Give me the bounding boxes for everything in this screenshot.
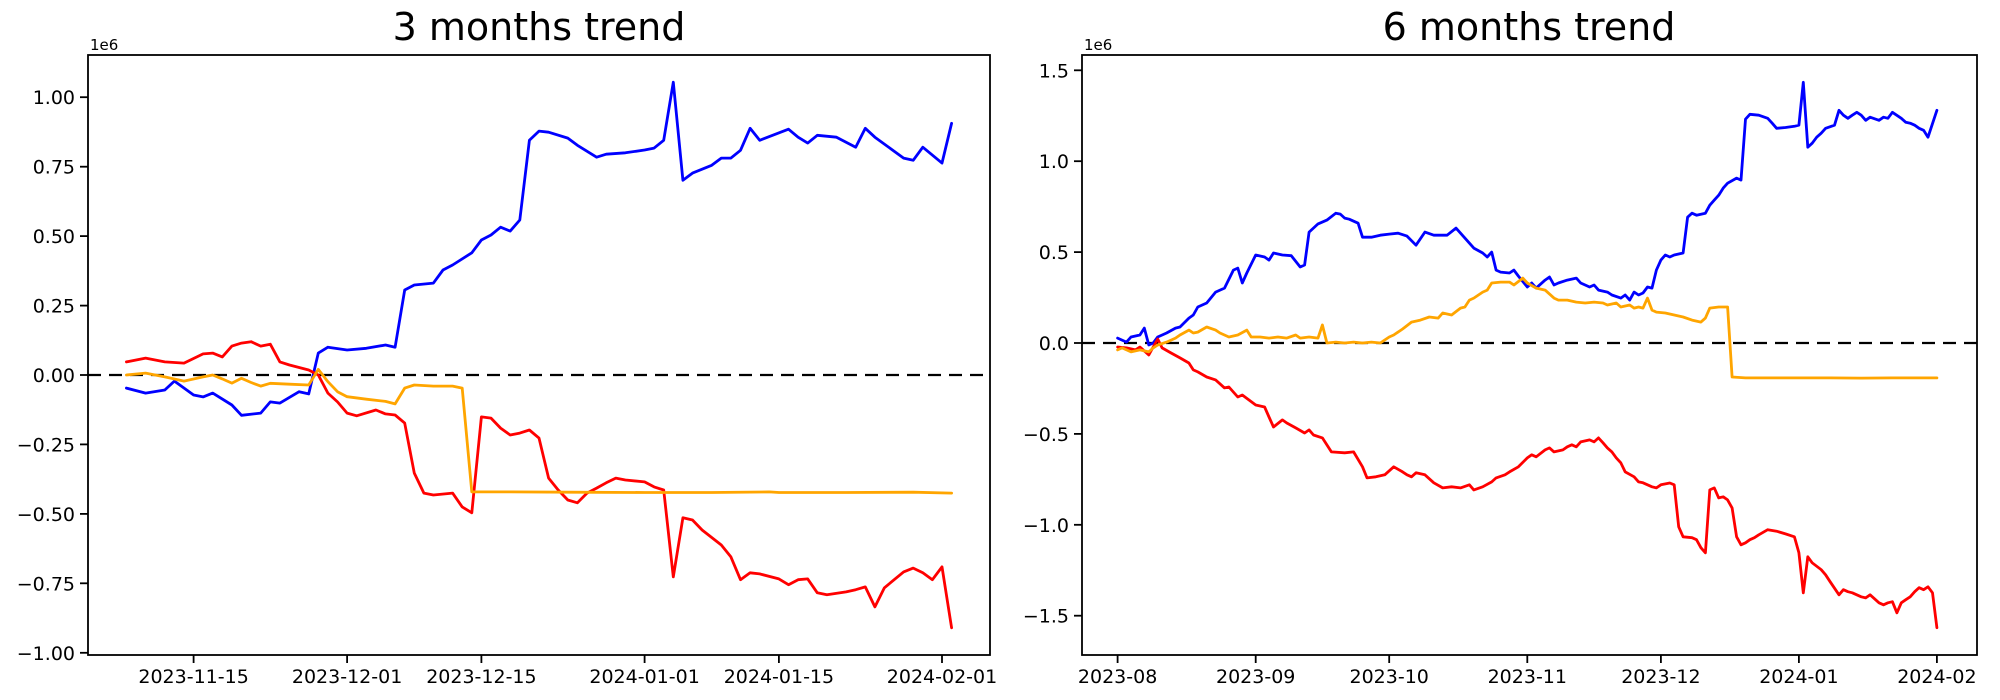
series-orange-line — [1116, 276, 1939, 380]
y-tick-label: −1.0 — [1023, 515, 1069, 537]
x-tick-label: 2024-01-15 — [724, 666, 834, 688]
x-tick-label: 2023-12-15 — [426, 666, 536, 688]
plot-border — [1081, 54, 1978, 656]
y-tick-label: 0.0 — [1039, 333, 1069, 355]
left-y-axis-offset-label: 1e6 — [90, 36, 118, 54]
series-red-line — [125, 340, 953, 630]
plot-border — [87, 54, 991, 656]
y-tick-label: 0.75 — [33, 157, 75, 179]
series-red-line — [1116, 337, 1939, 630]
y-tick-label: −0.50 — [17, 504, 75, 526]
axes-0: −1.00 −0.75 −0.50 −0.25 0.00 0.25 0.50 0.75 1.00… — [17, 54, 997, 688]
y-tick-label: 0.5 — [1039, 242, 1069, 264]
y-tick-label: 0.25 — [33, 296, 75, 318]
y-tick-label: 1.00 — [33, 87, 75, 109]
y-tick-label: 1.0 — [1039, 151, 1069, 173]
x-tick-label: 2023-08 — [1078, 666, 1157, 688]
x-tick-label: 2024-01 — [1759, 666, 1838, 688]
y-tick-label: −0.5 — [1023, 424, 1069, 446]
y-tick-label: −1.5 — [1023, 606, 1069, 628]
x-tick-label: 2023-12 — [1621, 666, 1700, 688]
x-tick-label: 2024-01-01 — [589, 666, 699, 688]
x-tick-label: 2024-02-01 — [887, 666, 997, 688]
right-chart-title: 6 months trend — [1383, 5, 1676, 49]
axes-1: −1.5 −1.0 −0.5 0.0 0.5 1.0 1.5 2023-08 2023-09 20… — [1023, 54, 1978, 688]
x-tick-label: 2023-11-15 — [138, 666, 248, 688]
x-tick-label: 2023-12-01 — [292, 666, 402, 688]
y-tick-label: 1.5 — [1039, 60, 1069, 82]
x-tick-label: 2023-09 — [1216, 666, 1295, 688]
y-tick-label: −1.00 — [17, 643, 75, 665]
right-y-axis-offset-label: 1e6 — [1084, 36, 1112, 54]
x-tick-label: 2023-11 — [1488, 666, 1567, 688]
series-orange-line — [125, 367, 953, 495]
x-tick-label: 2024-02 — [1897, 666, 1976, 688]
series-blue-line — [1116, 80, 1939, 347]
x-tick-label: 2023-10 — [1350, 666, 1429, 688]
y-tick-label: −0.25 — [17, 434, 75, 456]
y-tick-label: 0.00 — [33, 365, 75, 387]
left-chart-title: 3 months trend — [393, 5, 686, 49]
series-blue-line — [125, 80, 953, 417]
y-tick-label: −0.75 — [17, 573, 75, 595]
y-tick-label: 0.50 — [33, 226, 75, 248]
